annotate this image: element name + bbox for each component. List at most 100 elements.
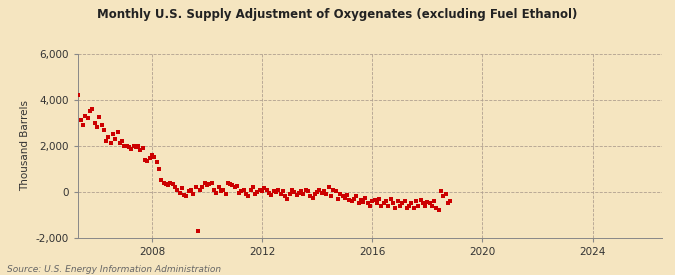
- Point: [259, 186, 270, 191]
- Point: [427, 204, 437, 208]
- Point: [387, 201, 398, 205]
- Point: [232, 184, 242, 188]
- Point: [105, 141, 116, 146]
- Point: [234, 191, 245, 195]
- Point: [209, 187, 219, 192]
- Point: [445, 199, 456, 203]
- Point: [266, 193, 277, 197]
- Point: [230, 185, 240, 189]
- Point: [133, 144, 144, 148]
- Point: [381, 199, 392, 203]
- Point: [376, 204, 387, 208]
- Point: [142, 158, 153, 163]
- Point: [374, 197, 385, 201]
- Point: [174, 191, 185, 195]
- Point: [217, 187, 228, 192]
- Point: [176, 186, 187, 191]
- Point: [284, 192, 295, 196]
- Point: [202, 183, 213, 187]
- Point: [188, 192, 198, 196]
- Point: [107, 132, 118, 136]
- Point: [296, 188, 306, 193]
- Point: [213, 185, 224, 189]
- Point: [282, 197, 293, 201]
- Y-axis label: Thousand Barrels: Thousand Barrels: [20, 100, 30, 191]
- Point: [277, 188, 288, 193]
- Point: [271, 190, 281, 194]
- Point: [325, 194, 336, 199]
- Point: [415, 198, 426, 202]
- Point: [124, 145, 134, 149]
- Point: [156, 178, 167, 183]
- Point: [328, 187, 339, 192]
- Point: [151, 160, 162, 164]
- Point: [273, 187, 284, 192]
- Point: [319, 188, 329, 193]
- Point: [197, 185, 208, 189]
- Point: [289, 190, 300, 194]
- Point: [417, 201, 428, 205]
- Point: [264, 191, 275, 195]
- Point: [131, 145, 142, 149]
- Point: [369, 198, 380, 202]
- Point: [146, 153, 157, 157]
- Point: [330, 188, 341, 193]
- Point: [186, 187, 196, 192]
- Point: [286, 187, 297, 192]
- Point: [275, 192, 286, 196]
- Point: [323, 185, 334, 189]
- Point: [161, 182, 171, 186]
- Point: [429, 199, 439, 203]
- Point: [294, 191, 304, 195]
- Point: [163, 183, 173, 187]
- Point: [441, 192, 452, 196]
- Point: [333, 197, 344, 201]
- Point: [256, 188, 267, 193]
- Point: [78, 123, 88, 127]
- Point: [367, 199, 378, 203]
- Point: [227, 183, 238, 187]
- Point: [183, 188, 194, 193]
- Point: [300, 187, 311, 192]
- Point: [73, 93, 84, 97]
- Point: [204, 182, 215, 186]
- Point: [422, 200, 433, 204]
- Point: [353, 201, 364, 205]
- Point: [379, 201, 389, 205]
- Point: [112, 130, 123, 134]
- Point: [360, 195, 371, 200]
- Point: [269, 188, 279, 193]
- Point: [399, 199, 410, 203]
- Point: [181, 194, 192, 199]
- Point: [236, 188, 247, 193]
- Point: [335, 192, 346, 196]
- Point: [413, 204, 424, 208]
- Point: [103, 134, 114, 139]
- Point: [389, 206, 400, 210]
- Point: [169, 185, 180, 189]
- Point: [410, 199, 421, 203]
- Point: [119, 144, 130, 148]
- Point: [443, 201, 454, 205]
- Point: [211, 191, 221, 195]
- Point: [348, 197, 359, 201]
- Point: [250, 192, 261, 196]
- Point: [122, 144, 132, 148]
- Point: [215, 188, 226, 193]
- Point: [394, 204, 405, 208]
- Point: [307, 195, 318, 200]
- Point: [192, 229, 203, 233]
- Point: [243, 194, 254, 199]
- Point: [126, 147, 137, 152]
- Point: [420, 204, 431, 208]
- Point: [140, 157, 151, 162]
- Point: [346, 199, 357, 203]
- Point: [222, 180, 233, 185]
- Text: Source: U.S. Energy Information Administration: Source: U.S. Energy Information Administ…: [7, 265, 221, 274]
- Point: [138, 146, 148, 150]
- Point: [321, 192, 331, 196]
- Point: [99, 127, 109, 132]
- Point: [114, 141, 125, 146]
- Point: [245, 187, 256, 192]
- Point: [207, 180, 217, 185]
